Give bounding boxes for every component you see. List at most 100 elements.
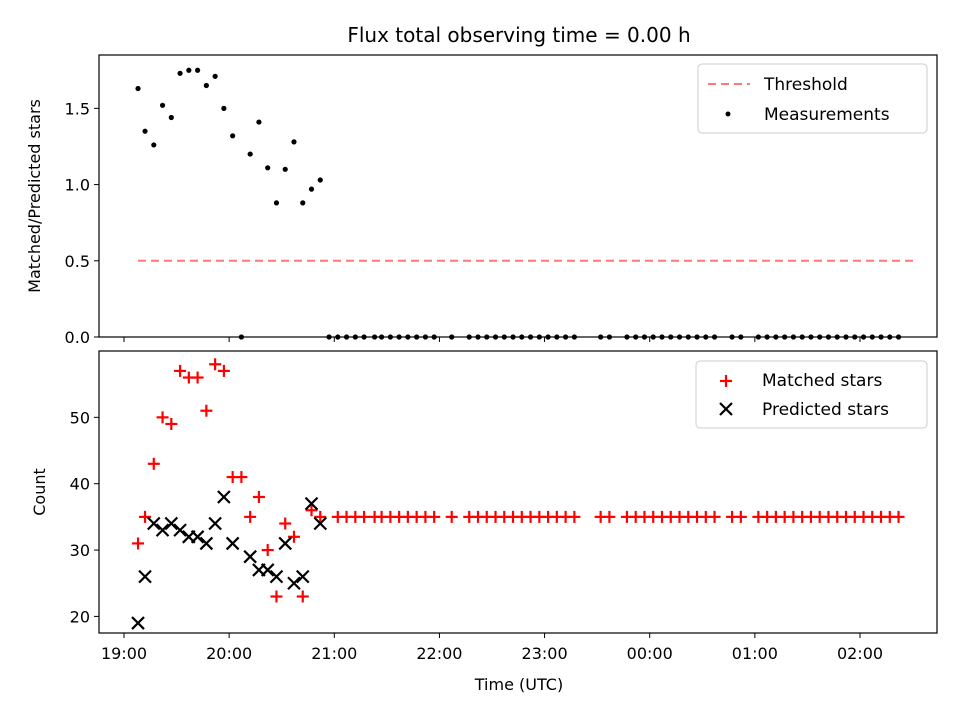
matched-star-point — [217, 364, 230, 377]
measurement-point — [177, 70, 183, 76]
x-axis-label: Time (UTC) — [474, 675, 563, 694]
x-tick-label: 22:00 — [416, 644, 462, 663]
matched-star-point — [314, 510, 327, 523]
matched-star-point — [147, 457, 160, 470]
bottom-legend-box — [695, 360, 928, 429]
matched-star-point — [305, 504, 318, 517]
legend-measurements-swatch — [725, 111, 731, 117]
legend-matched-swatch — [720, 375, 732, 387]
top-legend-box — [697, 63, 928, 134]
predicted-star-point — [173, 523, 187, 537]
predicted-star-point — [225, 536, 240, 551]
matched-star-point — [209, 358, 222, 371]
measurement-point — [308, 186, 315, 192]
x-tick-label: 01:00 — [732, 644, 778, 663]
measurement-point — [256, 119, 262, 125]
x-tick-label: 02:00 — [837, 644, 883, 663]
measurement-point — [212, 73, 218, 79]
matched-star-point — [568, 510, 581, 523]
predicted-star-point — [155, 523, 170, 537]
matched-star-point — [708, 510, 721, 523]
measurement-point — [151, 142, 157, 148]
bottom-y-tick-label: 50 — [70, 408, 90, 427]
predicted-star-point — [131, 616, 145, 630]
measurement-point — [317, 177, 323, 183]
matched-star-point — [132, 537, 145, 550]
matched-star-point — [892, 510, 905, 523]
matched-star-point — [428, 510, 441, 523]
measurement-point — [159, 102, 166, 108]
top-y-axis-label: Matched/Predicted stars — [25, 99, 44, 293]
predicted-star-point — [304, 496, 319, 511]
matched-star-point — [165, 417, 178, 430]
legend-measurements-label: Measurements — [764, 105, 890, 125]
chart-title: Flux total observing time = 0.00 h — [347, 23, 690, 47]
bottom-y-tick-label: 30 — [70, 541, 90, 560]
matched-star-point — [191, 371, 204, 384]
bottom-y-tick-label: 40 — [70, 475, 90, 494]
matched-star-point — [244, 510, 257, 523]
measurement-point — [221, 105, 227, 111]
top-plot-frame — [98, 54, 938, 338]
measurement-point — [230, 133, 236, 139]
measurement-point — [203, 82, 209, 89]
measurement-point — [247, 151, 253, 157]
matched-star-point — [603, 510, 616, 523]
x-tick-label: 23:00 — [522, 644, 568, 663]
x-tick-label: 20:00 — [206, 644, 252, 663]
measurement-point — [265, 165, 271, 171]
matched-star-point — [252, 490, 265, 503]
predicted-star-point — [147, 516, 161, 531]
top-panel: 0.0 0.5 1.0 1.5 Matched/Predicted stars Thr… — [25, 54, 938, 347]
measurement-point — [282, 166, 288, 172]
x-tick-label: 00:00 — [627, 644, 673, 663]
predicted-star-point — [217, 490, 231, 504]
legend-predicted-label: Predicted stars — [762, 400, 889, 420]
predicted-star-point — [287, 576, 301, 591]
measurement-point — [142, 128, 148, 134]
legend-matched-label: Matched stars — [762, 371, 882, 391]
matched-star-point — [270, 590, 283, 603]
measurement-point — [195, 67, 201, 73]
top-legend: Threshold Measurements — [697, 63, 928, 134]
top-y-tick-label: 0.5 — [65, 252, 90, 271]
predicted-star-point — [190, 530, 205, 544]
predicted-star-point — [138, 569, 152, 584]
predicted-star-point — [208, 516, 222, 531]
matched-star-point — [261, 544, 274, 557]
bottom-legend: Matched stars Predicted stars — [695, 360, 928, 429]
bottom-axes-ticks: 20 30 40 50 19:00 20:00 21:00 22:00 23:00 00:00 01… — [70, 408, 883, 663]
top-y-tick-label: 1.5 — [65, 99, 90, 118]
predicted-star-point — [164, 516, 179, 531]
measurement-point — [273, 200, 280, 206]
measurement-point — [168, 114, 174, 121]
predicted-star-point — [295, 569, 310, 584]
matched-star-point — [156, 411, 169, 424]
matched-star-point — [235, 471, 248, 484]
bottom-plot-frame — [98, 350, 938, 634]
matched-star-point — [200, 404, 213, 417]
x-tick-label: 21:00 — [311, 644, 357, 663]
bottom-marks — [131, 358, 905, 630]
top-y-tick-label: 1.0 — [65, 176, 90, 195]
measurement-point — [300, 200, 306, 206]
predicted-star-point — [313, 516, 328, 531]
measurement-point — [291, 139, 297, 145]
predicted-star-point — [278, 536, 292, 551]
top-y-tick-label: 0.0 — [65, 328, 90, 347]
x-tick-label: 19:00 — [101, 644, 147, 663]
legend-threshold-label: Threshold — [763, 75, 848, 95]
predicted-star-point — [269, 569, 284, 584]
matched-star-point — [279, 517, 292, 530]
top-axes-ticks: 0.0 0.5 1.0 1.5 — [65, 99, 861, 347]
matched-star-point — [358, 510, 371, 523]
predicted-star-point — [260, 563, 275, 577]
legend-predicted-swatch — [719, 402, 733, 416]
bottom-y-axis-label: Count — [30, 468, 49, 516]
measurement-point — [135, 85, 141, 92]
measurement-point — [186, 67, 192, 73]
bottom-panel: 20 30 40 50 19:00 20:00 21:00 22:00 23:00 00:00 01… — [30, 350, 938, 694]
matched-star-point — [174, 364, 187, 377]
matched-star-point — [734, 510, 747, 523]
